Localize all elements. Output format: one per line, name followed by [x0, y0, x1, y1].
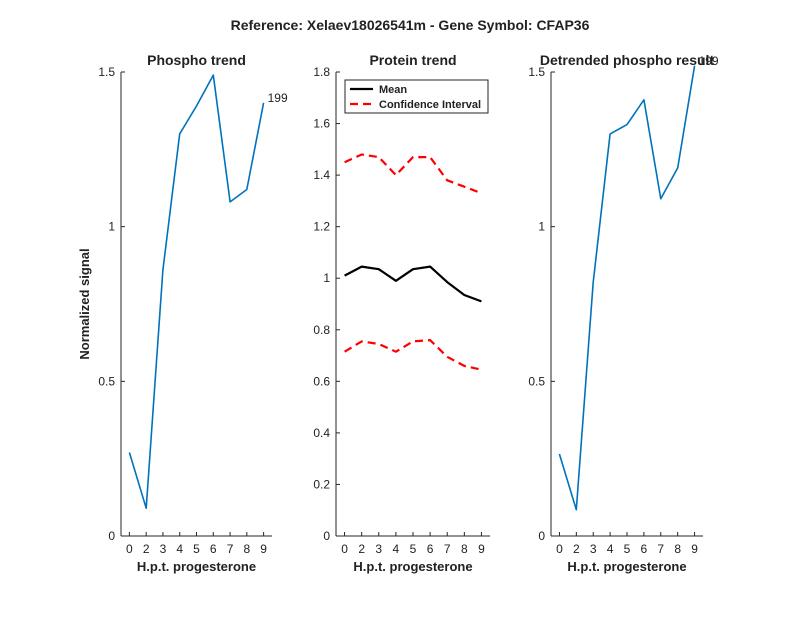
y-tick-label: 1.8: [313, 65, 330, 79]
confidence-interval-line: [344, 339, 482, 371]
x-tick-label: 5: [624, 542, 631, 556]
x-tick-label: 8: [674, 542, 681, 556]
y-tick-label: 0: [108, 529, 115, 543]
x-tick-label: 2: [143, 542, 150, 556]
y-tick-label: 0.5: [98, 374, 115, 388]
x-tick-label: 0: [126, 542, 133, 556]
y-tick-label: 1.6: [313, 117, 330, 131]
x-tick-label: 5: [193, 542, 200, 556]
panel-title: Detrended phospho result: [540, 52, 715, 68]
x-tick-label: 6: [641, 542, 648, 556]
x-tick-label: 4: [393, 542, 400, 556]
y-tick-label: 0: [323, 529, 330, 543]
y-tick-label: 1: [538, 220, 545, 234]
legend-label: Confidence Interval: [379, 99, 481, 111]
y-tick-label: 1: [108, 220, 115, 234]
panel-title: Protein trend: [369, 52, 456, 68]
x-tick-label: 4: [176, 542, 183, 556]
x-tick-label: 0: [556, 542, 563, 556]
x-tick-label: 7: [227, 542, 234, 556]
y-tick-label: 1: [323, 271, 330, 285]
y-tick-label: 1.5: [98, 65, 115, 79]
phospho-line: [558, 65, 696, 511]
x-tick-label: 8: [461, 542, 468, 556]
y-tick-label: 0.4: [313, 426, 330, 440]
x-axis-label: H.p.t. progesterone: [137, 559, 256, 574]
x-tick-label: 2: [573, 542, 580, 556]
end-data-label: 199: [268, 91, 288, 105]
x-axis-label: H.p.t. progesterone: [353, 559, 472, 574]
x-tick-label: 3: [590, 542, 597, 556]
end-data-label: 199: [699, 54, 719, 68]
x-tick-label: 4: [607, 542, 614, 556]
x-tick-label: 6: [427, 542, 434, 556]
x-tick-label: 5: [410, 542, 417, 556]
x-tick-label: 0: [341, 542, 348, 556]
y-tick-label: 0.6: [313, 374, 330, 388]
y-tick-label: 1.2: [313, 220, 330, 234]
x-axis-label: H.p.t. progesterone: [567, 559, 686, 574]
x-tick-label: 2: [358, 542, 365, 556]
y-tick-label: 0: [538, 529, 545, 543]
legend-label: Mean: [379, 84, 407, 96]
x-tick-label: 3: [375, 542, 382, 556]
x-tick-label: 9: [478, 542, 485, 556]
chart-panel-2: 00.20.40.60.811.21.41.61.80 2 3 4 5 6 7 8 9Prote…: [313, 52, 490, 574]
x-tick-label: 9: [260, 542, 267, 556]
y-tick-label: 0.5: [528, 374, 545, 388]
y-tick-label: 1.5: [528, 65, 545, 79]
x-tick-label: 3: [160, 542, 167, 556]
panel-title: Phospho trend: [147, 52, 246, 68]
y-axis-label: Normalized signal: [77, 248, 92, 359]
x-tick-label: 6: [210, 542, 217, 556]
x-tick-label: 9: [691, 542, 698, 556]
x-tick-label: 8: [243, 542, 250, 556]
legend: Mean Confidence Interval: [344, 79, 489, 114]
y-tick-label: 0.2: [313, 477, 330, 491]
mean-line: [344, 265, 482, 303]
legend-box: [344, 79, 489, 114]
confidence-interval-line: [344, 153, 482, 195]
x-tick-label: 7: [444, 542, 451, 556]
x-tick-label: 7: [657, 542, 664, 556]
y-tick-label: 0.8: [313, 323, 330, 337]
figure-title: Reference: Xelaev18026541m - Gene Symbol…: [231, 17, 590, 33]
phospho-line: [128, 74, 265, 510]
y-tick-label: 1.4: [313, 168, 330, 182]
